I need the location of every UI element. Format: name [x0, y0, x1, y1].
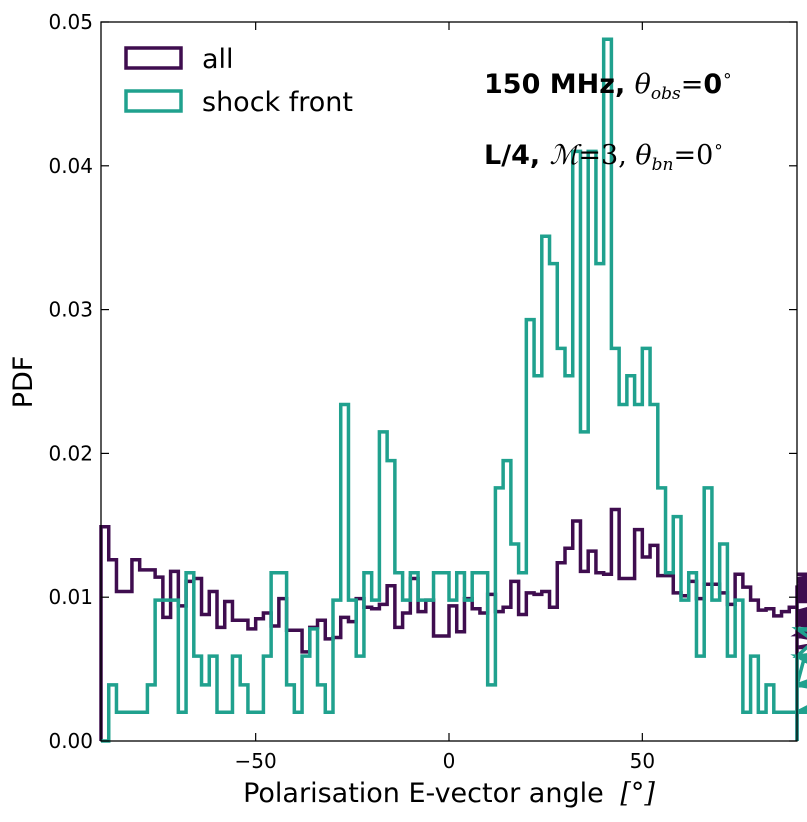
- x-tick-label: 0: [443, 749, 456, 773]
- series-shock-front: [101, 37, 807, 743]
- x-tick-label: 50: [630, 749, 655, 773]
- legend: all shock front: [124, 44, 353, 118]
- y-tick-label: 0.00: [48, 729, 93, 753]
- y-tick-label: 0.04: [48, 154, 93, 178]
- y-tick-label: 0.01: [48, 585, 93, 609]
- x-axis-label-text: Polarisation E-vector angle: [243, 778, 604, 809]
- annotation-parameters: L/4, ℳ=3, θbn=0∘: [484, 137, 724, 175]
- legend-label-shock-front: shock front: [202, 87, 353, 118]
- x-axis-label-unit: [°]: [620, 778, 655, 809]
- y-tick-label: 0.03: [48, 298, 93, 322]
- legend-swatch-all: [124, 46, 183, 70]
- legend-label-all: all: [202, 44, 234, 75]
- y-axis-label: PDF: [8, 356, 39, 409]
- legend-swatch-shock-front: [124, 89, 183, 113]
- y-tick-label: 0.02: [48, 441, 93, 465]
- annotation-frequency: 150 MHz, θobs=0∘: [484, 66, 733, 104]
- series-layer: [99, 37, 807, 743]
- x-tick-label: −50: [235, 749, 277, 773]
- tick-layer: −50 0 50 0.00 0.01 0.02 0.03 0.04 0.05: [48, 10, 797, 773]
- series-all: [99, 507, 807, 741]
- y-tick-label: 0.05: [48, 10, 93, 34]
- x-axis-label: Polarisation E-vector angle [°]: [243, 778, 655, 809]
